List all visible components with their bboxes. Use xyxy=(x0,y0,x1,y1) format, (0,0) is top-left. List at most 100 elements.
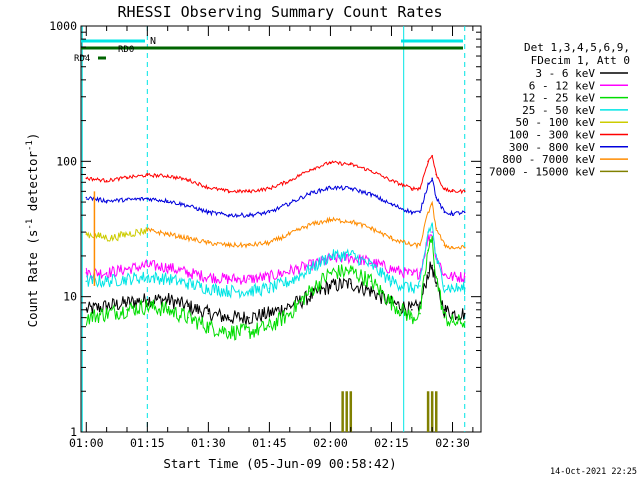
series-point xyxy=(431,264,433,267)
series-point xyxy=(85,196,88,199)
series-point xyxy=(443,308,446,311)
series-point xyxy=(126,268,128,270)
legend-entry-label: 800 - 7000 keV xyxy=(502,153,595,166)
y-tick-label: 1000 xyxy=(49,19,77,33)
x-tick-label: 01:15 xyxy=(130,436,165,450)
series-point xyxy=(419,244,421,247)
y-tick-label: 1 xyxy=(70,425,77,439)
series-point xyxy=(227,244,230,247)
series-point xyxy=(85,233,88,235)
series-point xyxy=(329,258,332,260)
series-point xyxy=(146,229,149,231)
series-point xyxy=(411,274,413,276)
series-point xyxy=(105,305,108,308)
series-point xyxy=(329,218,332,221)
series-point xyxy=(451,246,454,249)
series-800-7000-kev xyxy=(146,200,466,250)
series-line xyxy=(85,222,466,299)
series-point xyxy=(349,253,352,256)
series-point xyxy=(268,325,271,328)
series-point xyxy=(349,163,352,166)
series-point xyxy=(419,211,421,214)
series-point xyxy=(463,211,466,214)
series-point xyxy=(248,214,250,216)
series-point xyxy=(435,196,438,199)
series-point xyxy=(166,298,169,301)
series-point xyxy=(427,160,429,163)
series-point xyxy=(288,233,291,235)
series-line xyxy=(146,200,466,250)
series-point xyxy=(146,264,149,267)
series-point xyxy=(187,282,189,285)
series-point xyxy=(349,220,352,223)
series-point xyxy=(370,264,372,267)
series-point xyxy=(248,290,250,292)
x-tick-label: 02:15 xyxy=(374,436,409,450)
series-point xyxy=(288,179,291,182)
series-point xyxy=(329,285,332,287)
series-point xyxy=(329,272,332,274)
series-point xyxy=(451,321,454,323)
series-point xyxy=(329,255,332,257)
series-line xyxy=(85,261,466,326)
legend: Det 1,3,4,5,6,9, FDecim 1, Att 0 3 - 6 k… xyxy=(489,41,630,178)
series-point xyxy=(207,287,210,290)
series-point xyxy=(126,176,128,179)
series-point xyxy=(126,302,128,304)
series-point xyxy=(126,278,128,280)
series-point xyxy=(309,168,311,171)
series-point xyxy=(187,237,189,240)
series-point xyxy=(309,295,311,298)
series-point xyxy=(349,256,352,259)
plot-frame xyxy=(80,25,482,433)
series-point xyxy=(85,177,88,180)
legend-entry-label: 7000 - 15000 keV xyxy=(489,165,595,178)
series-point xyxy=(166,233,169,235)
x-axis-label: Start Time (05-Jun-09 00:58:42) xyxy=(163,456,396,471)
series-point xyxy=(105,312,108,315)
series-point xyxy=(463,321,466,323)
series-point xyxy=(268,287,271,290)
series-point xyxy=(427,249,429,252)
series-point xyxy=(248,331,250,333)
series-point xyxy=(435,276,438,278)
series-point xyxy=(97,235,100,237)
series-100-300-kev xyxy=(85,154,466,195)
series-point xyxy=(443,211,446,214)
series-7000-15000-kev xyxy=(341,391,438,432)
legend-entry-label: 25 - 50 keV xyxy=(522,104,595,117)
series-point xyxy=(187,179,189,181)
series-point xyxy=(463,190,466,193)
series-point xyxy=(427,272,429,274)
y-tick-label: 10 xyxy=(63,290,77,304)
x-tick-label: 01:00 xyxy=(69,436,104,450)
series-point xyxy=(166,200,169,202)
footer-timestamp: 14-Oct-2021 22:25 xyxy=(550,467,637,477)
series-point xyxy=(349,282,352,285)
series-point xyxy=(411,316,413,319)
series-point xyxy=(435,285,438,287)
series-point xyxy=(85,280,88,283)
series-point xyxy=(443,244,446,247)
series-point xyxy=(443,188,446,191)
series-point xyxy=(227,331,230,333)
series-point xyxy=(443,316,446,319)
series-point xyxy=(419,272,421,274)
series-point xyxy=(105,280,108,283)
series-point xyxy=(288,305,291,308)
series-point xyxy=(146,276,149,278)
series-point xyxy=(427,211,429,214)
axis-ticks xyxy=(81,25,481,433)
series-point xyxy=(146,197,149,200)
series-point xyxy=(146,298,149,301)
series-point xyxy=(207,325,210,328)
series-point xyxy=(390,179,393,182)
x-tick-label: 01:45 xyxy=(252,436,287,450)
rd0-label: RD0 xyxy=(118,45,134,55)
series-point xyxy=(411,308,413,311)
series-point xyxy=(451,287,454,290)
series-point xyxy=(309,290,311,292)
series-line xyxy=(85,227,148,242)
series-point xyxy=(187,316,189,319)
series-point xyxy=(146,305,149,308)
